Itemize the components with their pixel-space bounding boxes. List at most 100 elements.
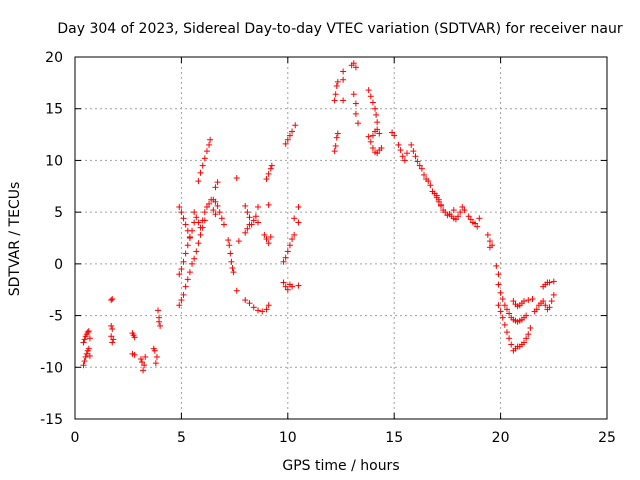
data-point	[255, 219, 262, 226]
data-point	[334, 78, 341, 85]
data-point	[225, 237, 232, 244]
data-point	[499, 296, 506, 303]
data-point	[365, 87, 372, 94]
data-point	[86, 335, 93, 342]
data-point	[542, 302, 549, 309]
data-point	[282, 140, 289, 147]
data-point	[521, 298, 528, 305]
data-point	[286, 132, 293, 139]
data-point	[244, 225, 251, 232]
data-point	[197, 169, 204, 176]
data-point	[81, 358, 88, 365]
data-point	[137, 356, 144, 363]
data-point	[546, 304, 553, 311]
data-point	[292, 122, 299, 129]
data-point	[157, 322, 164, 329]
data-point	[201, 209, 208, 216]
data-point	[355, 120, 362, 127]
data-point	[108, 297, 115, 304]
y-tick-label: -15	[40, 412, 63, 428]
x-tick-label: 0	[71, 430, 80, 446]
data-point	[191, 255, 198, 262]
data-point	[153, 353, 160, 360]
data-point	[501, 321, 508, 328]
data-point	[523, 312, 530, 319]
data-point	[84, 329, 91, 336]
data-point	[450, 207, 457, 214]
data-point	[259, 308, 266, 315]
data-point	[178, 297, 185, 304]
data-point	[193, 248, 200, 255]
data-point	[350, 91, 357, 98]
data-point	[493, 262, 500, 269]
data-point	[295, 219, 302, 226]
data-point	[156, 318, 163, 325]
data-point	[352, 100, 359, 107]
data-point	[433, 192, 440, 199]
y-axis-label: SDTVAR / TECUs	[7, 182, 23, 297]
data-point	[459, 203, 466, 210]
data-point	[391, 132, 398, 139]
y-tick-label: 10	[45, 153, 63, 169]
data-point	[331, 148, 338, 155]
data-point	[263, 236, 270, 243]
data-point	[186, 269, 193, 276]
data-point	[229, 264, 236, 271]
data-point	[420, 171, 427, 178]
data-point	[412, 153, 419, 160]
data-point	[235, 238, 242, 245]
data-point	[252, 213, 259, 220]
data-point	[242, 229, 249, 236]
data-point	[550, 278, 557, 285]
data-point	[282, 254, 289, 261]
data-point	[210, 207, 217, 214]
data-point	[176, 302, 183, 309]
data-point	[284, 136, 291, 143]
data-point	[176, 203, 183, 210]
data-point	[374, 150, 381, 157]
data-point	[152, 360, 159, 367]
data-point	[212, 198, 219, 205]
data-point	[131, 351, 138, 358]
data-point	[376, 130, 383, 137]
data-point	[495, 302, 502, 309]
data-point	[180, 291, 187, 298]
data-point	[265, 201, 272, 208]
data-point	[108, 322, 115, 329]
y-tick-label: -5	[49, 309, 63, 325]
chart-title: Day 304 of 2023, Sidereal Day-to-day VTE…	[57, 21, 623, 37]
data-point	[216, 209, 223, 216]
data-point	[189, 260, 196, 267]
plot-frame	[74, 56, 608, 420]
axis-tick-labels: 0 5 10 15 20 25 -15 -10 -5 0 5 10 15 20	[40, 50, 616, 446]
data-point	[550, 291, 557, 298]
data-point	[226, 242, 233, 249]
data-point	[206, 200, 213, 207]
data-point	[233, 175, 240, 182]
data-point	[416, 162, 423, 169]
data-point	[367, 93, 374, 100]
data-point	[227, 250, 234, 257]
data-point	[233, 287, 240, 294]
data-point	[476, 215, 483, 222]
data-point	[495, 271, 502, 278]
data-point	[199, 224, 206, 231]
data-point	[212, 211, 219, 218]
data-point	[82, 353, 89, 360]
data-point	[332, 142, 339, 149]
data-point	[180, 215, 187, 222]
data-point	[178, 266, 185, 273]
data-point	[503, 306, 510, 313]
data-point	[195, 219, 202, 226]
data-point	[193, 214, 200, 221]
x-tick-label: 10	[279, 430, 297, 446]
data-point	[457, 209, 464, 216]
data-point	[284, 286, 291, 293]
data-point	[280, 279, 287, 286]
data-point	[286, 242, 293, 249]
data-point	[497, 308, 504, 315]
data-point	[499, 314, 506, 321]
data-point	[265, 170, 272, 177]
data-point	[267, 165, 274, 172]
